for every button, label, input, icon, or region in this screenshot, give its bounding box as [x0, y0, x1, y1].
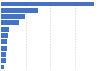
Bar: [1, 14, 25, 19]
Bar: [1, 1, 94, 6]
Bar: [1, 46, 7, 51]
Bar: [1, 8, 38, 13]
Bar: [1, 39, 7, 44]
Bar: [1, 27, 9, 32]
Bar: [1, 52, 6, 57]
Bar: [1, 20, 19, 25]
Bar: [1, 33, 8, 38]
Bar: [1, 58, 6, 63]
Bar: [1, 65, 4, 70]
